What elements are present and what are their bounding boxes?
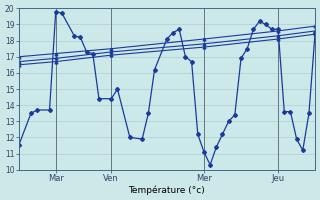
X-axis label: Température (°c): Température (°c) <box>129 186 205 195</box>
